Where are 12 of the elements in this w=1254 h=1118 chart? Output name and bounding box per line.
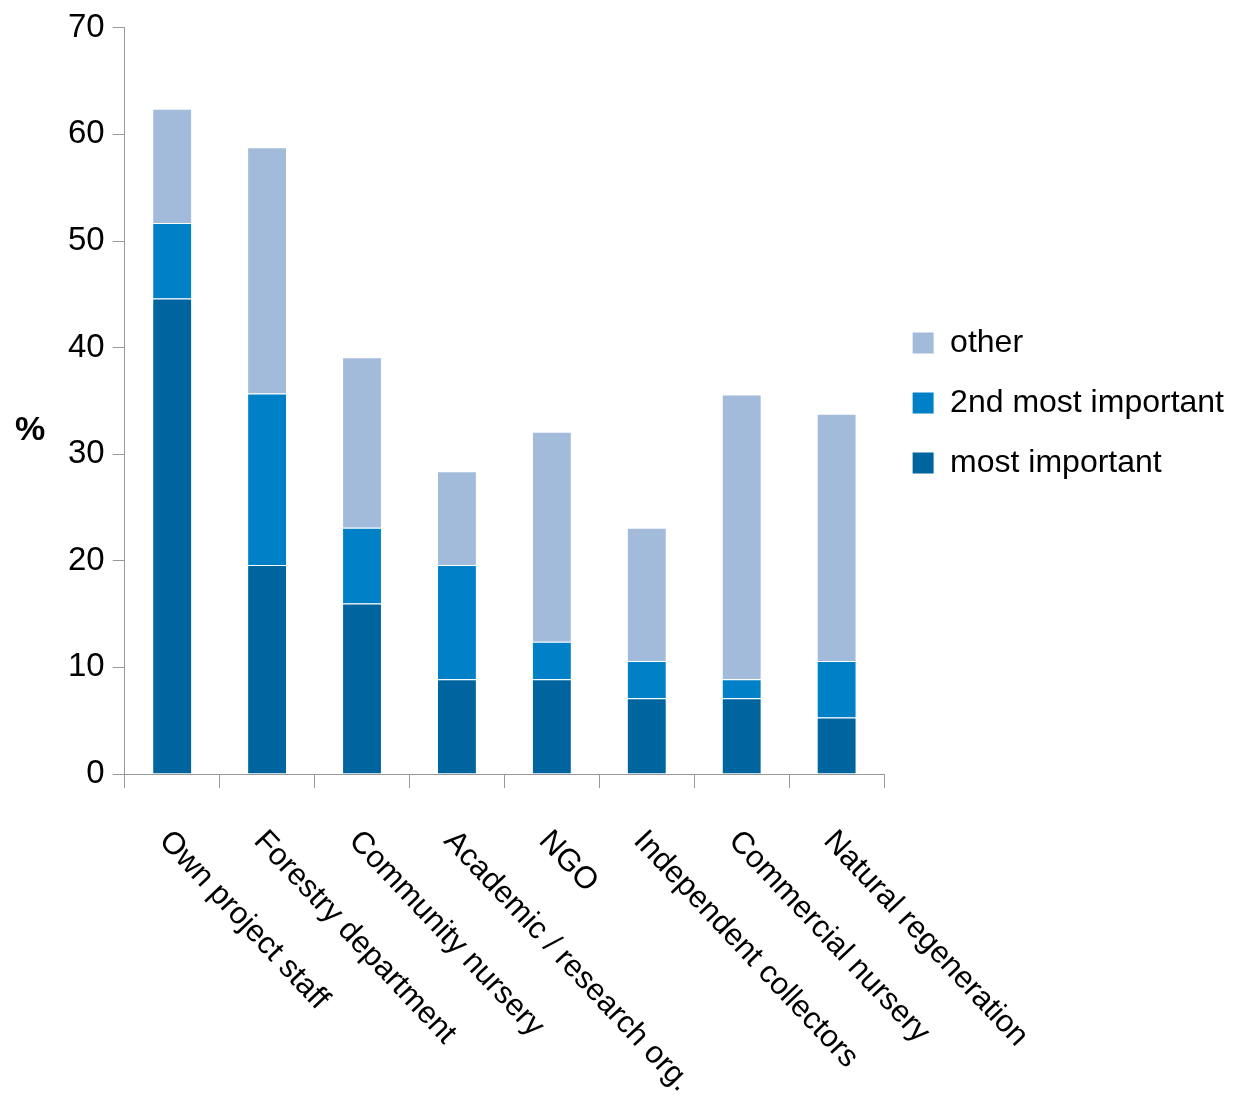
y-tick-label: 30 (67, 433, 105, 471)
legend-label: 2nd most important (950, 382, 1225, 419)
y-tick-label: 20 (67, 539, 105, 577)
y-axis-title: % (14, 409, 46, 448)
y-tick-label: 60 (67, 113, 105, 151)
y-tick-label: 10 (67, 646, 105, 684)
y-tick-label: 70 (67, 6, 105, 44)
y-tick-label: 50 (67, 220, 105, 258)
legend-label: other (950, 322, 1024, 359)
y-tick-label: 0 (86, 753, 105, 791)
legend-label: most important (950, 442, 1162, 479)
y-tick-label: 40 (67, 326, 105, 364)
